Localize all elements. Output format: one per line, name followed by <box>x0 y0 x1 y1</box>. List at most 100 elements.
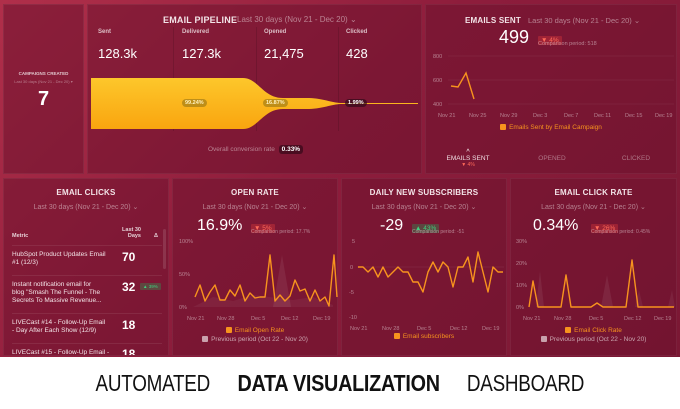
rate-delivered: 99.24% <box>182 99 207 107</box>
open-rate-range[interactable]: Last 30 days (Nov 21 - Dec 20) ⌄ <box>202 204 308 211</box>
svg-text:Dec 12: Dec 12 <box>450 326 467 332</box>
svg-text:Nov 28: Nov 28 <box>217 316 234 322</box>
subscribers-comparison: Comparison period: -51 <box>412 229 465 235</box>
svg-text:Dec 19: Dec 19 <box>482 326 499 332</box>
checkbox-icon <box>565 327 572 333</box>
emails-sent-tabs: ^ EMAILS SENT ▼ 4% OPENED CLICKED <box>426 149 676 172</box>
svg-text:30%: 30% <box>516 239 527 245</box>
email-clicks-panel: EMAIL CLICKS Last 30 days (Nov 21 - Dec … <box>3 178 169 356</box>
email-clicks-range[interactable]: Last 30 days (Nov 21 - Dec 20) ⌄ <box>33 204 139 211</box>
svg-text:Nov 21: Nov 21 <box>187 316 204 322</box>
svg-text:10%: 10% <box>516 283 527 289</box>
open-rate-chart: 100% 50% 0% Nov 21 Nov 28 Dec 5 Dec 12 D… <box>179 239 338 322</box>
emails-sent-range[interactable]: Last 30 days (Nov 21 - Dec 20) ⌄ <box>528 16 641 25</box>
svg-text:-10: -10 <box>349 315 357 321</box>
subscribers-value: -29 <box>380 217 404 234</box>
click-rate-value: 0.34% <box>533 217 579 234</box>
click-rate-legend-previous[interactable]: Previous period (Oct 22 - Nov 20) <box>511 336 676 343</box>
svg-text:-5: -5 <box>349 290 354 296</box>
svg-text:Dec 15: Dec 15 <box>625 113 642 119</box>
stage-clicked: Clicked 428 <box>346 29 368 61</box>
campaigns-created-panel: CAMPAIGNS CREATED Last 30 days (Nov 21 -… <box>3 4 84 174</box>
pipeline-funnel-shape <box>91 78 418 129</box>
svg-text:Dec 19: Dec 19 <box>654 316 671 322</box>
table-row[interactable]: Instant notification email for blog "Sma… <box>12 275 162 313</box>
open-rate-title: OPEN RATE <box>231 188 279 197</box>
open-rate-legend-previous[interactable]: Previous period (Oct 22 - Nov 20) <box>173 336 337 343</box>
svg-text:Dec 7: Dec 7 <box>564 113 578 119</box>
svg-text:Nov 21: Nov 21 <box>438 113 455 119</box>
svg-text:Nov 28: Nov 28 <box>382 326 399 332</box>
pipeline-range[interactable]: Last 30 days (Nov 21 - Dec 20) ⌄ <box>237 15 357 24</box>
open-rate-value: 16.9% <box>197 217 243 234</box>
emails-sent-comparison: Comparison period: 518 <box>538 41 597 47</box>
svg-text:Nov 28: Nov 28 <box>554 316 571 322</box>
svg-text:5: 5 <box>352 239 355 245</box>
caret-up-icon: ^ <box>466 149 470 156</box>
subscribers-range[interactable]: Last 30 days (Nov 21 - Dec 20) ⌄ <box>371 204 477 211</box>
svg-text:100%: 100% <box>179 239 193 245</box>
campaigns-range[interactable]: Last 30 days (Nov 21 - Dec 20) ▾ <box>14 79 73 84</box>
click-rate-title: EMAIL CLICK RATE <box>554 188 633 197</box>
emails-sent-title: EMAILS SENT <box>465 16 521 25</box>
checkbox-icon <box>540 336 547 342</box>
svg-text:Dec 12: Dec 12 <box>624 316 641 322</box>
svg-text:Dec 5: Dec 5 <box>251 316 265 322</box>
stage-opened: Opened 21,475 <box>264 29 304 61</box>
svg-text:0: 0 <box>350 265 353 271</box>
table-row[interactable]: LIVECast #14 - Follow-Up Email - Day Aft… <box>12 313 162 343</box>
stage-sent: Sent 128.3k <box>98 29 138 61</box>
svg-text:600: 600 <box>433 78 442 84</box>
checkbox-icon <box>500 124 507 130</box>
campaigns-value: 7 <box>37 88 50 110</box>
svg-text:Dec 19: Dec 19 <box>313 316 330 322</box>
click-rate-comparison: Comparison period: 0.45% <box>591 229 651 235</box>
table-scrollbar[interactable] <box>163 229 166 269</box>
subscribers-chart: 5 0 -5 -10 Nov 21 Nov 28 Dec 5 Dec 12 De… <box>349 239 504 332</box>
click-rate-chart: 30% 20% 10% 0% Nov 21 Nov 28 Dec 5 Dec 1… <box>516 239 675 322</box>
svg-text:Dec 12: Dec 12 <box>281 316 298 322</box>
emails-sent-panel: EMAILS SENT Last 30 days (Nov 21 - Dec 2… <box>425 4 677 174</box>
pipeline-title: EMAIL PIPELINE <box>163 15 238 25</box>
rate-opened: 16.87% <box>263 99 288 107</box>
svg-text:20%: 20% <box>516 261 527 267</box>
table-row[interactable]: LIVECast #15 - Follow-Up Email - 18 <box>12 343 162 355</box>
email-pipeline-panel: EMAIL PIPELINE Last 30 days (Nov 21 - De… <box>87 4 422 174</box>
stage-delivered: Delivered 127.3k <box>182 29 222 61</box>
dashboard: CAMPAIGNS CREATED Last 30 days (Nov 21 -… <box>0 0 680 357</box>
click-rate-change: ▼ 26% <box>591 224 619 233</box>
click-rate-legend[interactable]: Email Click Rate <box>511 327 676 334</box>
open-rate-legend[interactable]: Email Open Rate <box>173 327 337 334</box>
svg-text:Dec 11: Dec 11 <box>594 113 611 119</box>
open-rate-change: ▼ 5% <box>251 224 275 233</box>
svg-text:50%: 50% <box>179 272 190 278</box>
checkbox-icon <box>225 327 232 333</box>
emails-sent-legend[interactable]: Emails Sent by Email Campaign <box>426 124 676 131</box>
svg-text:400: 400 <box>433 102 442 108</box>
subscribers-title: DAILY NEW SUBSCRIBERS <box>369 188 479 197</box>
emails-sent-change: ▼ 4% <box>538 29 562 47</box>
rate-clicked: 1.99% <box>345 99 367 107</box>
svg-text:Dec 5: Dec 5 <box>417 326 431 332</box>
checkbox-icon <box>393 333 400 339</box>
subscribers-legend[interactable]: Email subscribers <box>342 333 506 340</box>
click-rate-range[interactable]: Last 30 days (Nov 21 - Dec 20) ⌄ <box>541 204 646 211</box>
open-rate-panel: OPEN RATE Last 30 days (Nov 21 - Dec 20)… <box>172 178 338 356</box>
tab-clicked[interactable]: CLICKED <box>621 155 651 162</box>
emails-sent-chart: 800 600 400 Nov 21 Nov 25 Nov 29 Dec 3 D… <box>433 54 674 119</box>
svg-text:0%: 0% <box>516 305 524 311</box>
tab-emails-sent[interactable]: ^ EMAILS SENT ▼ 4% <box>426 149 510 168</box>
checkbox-icon <box>202 336 209 342</box>
svg-text:Nov 21: Nov 21 <box>523 316 540 322</box>
svg-text:Nov 21: Nov 21 <box>350 326 367 332</box>
svg-text:Nov 25: Nov 25 <box>469 113 486 119</box>
email-clicks-title: EMAIL CLICKS <box>56 188 116 197</box>
tab-opened[interactable]: OPENED <box>538 155 566 162</box>
table-row[interactable]: HubSpot Product Updates Email #1 (12/3) … <box>12 245 162 275</box>
conversion-rate: Overall conversion rate 0.33% <box>208 145 304 154</box>
table-header: Metric Last 30 Days Δ <box>12 227 158 239</box>
svg-text:0%: 0% <box>179 305 187 311</box>
svg-text:Dec 3: Dec 3 <box>533 113 547 119</box>
campaigns-title: CAMPAIGNS CREATED <box>18 71 69 76</box>
click-rate-panel: EMAIL CLICK RATE Last 30 days (Nov 21 - … <box>510 178 677 356</box>
